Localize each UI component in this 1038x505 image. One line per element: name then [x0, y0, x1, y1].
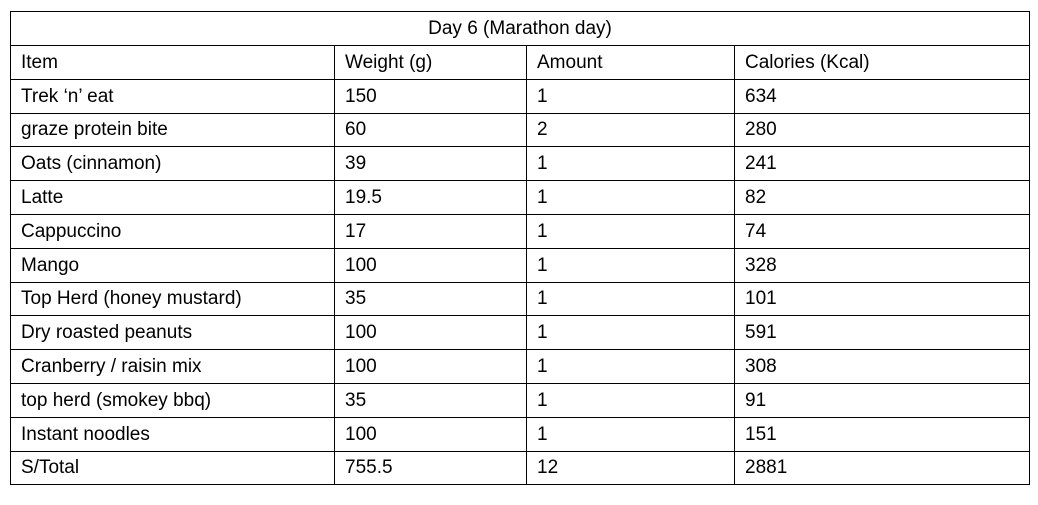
cell-amount: 1 [526, 146, 735, 182]
table-row: Top Herd (honey mustard) 35 1 101 [10, 281, 1030, 317]
cell-item: Top Herd (honey mustard) [10, 281, 335, 317]
cell-weight: 19.5 [334, 180, 527, 215]
table-row: Oats (cinnamon) 39 1 241 [10, 146, 1030, 182]
cell-amount: 2 [526, 112, 735, 148]
cell-calories: 2881 [734, 450, 1030, 486]
table-row: Latte 19.5 1 82 [10, 180, 1030, 215]
cell-item: top herd (smokey bbq) [10, 382, 335, 418]
cell-amount: 1 [526, 213, 735, 249]
cell-weight: 39 [334, 146, 527, 182]
cell-item: Latte [10, 180, 335, 215]
cell-amount: 1 [526, 247, 735, 283]
table-row: Mango 100 1 328 [10, 247, 1030, 283]
cell-item: S/Total [10, 450, 335, 486]
table-row: graze protein bite 60 2 280 [10, 112, 1030, 148]
table-title: Day 6 (Marathon day) [10, 11, 1030, 46]
cell-calories: 101 [734, 281, 1030, 317]
header-calories: Calories (Kcal) [734, 45, 1030, 80]
table-row: Cranberry / raisin mix 100 1 308 [10, 349, 1030, 384]
cell-weight: 755.5 [334, 450, 527, 486]
cell-calories: 74 [734, 213, 1030, 249]
cell-item: Trek ‘n’ eat [10, 78, 335, 114]
cell-weight: 17 [334, 213, 527, 249]
table-row: Cappuccino 17 1 74 [10, 213, 1030, 249]
cell-weight: 35 [334, 281, 527, 317]
table-total-row: S/Total 755.5 12 2881 [10, 450, 1030, 486]
cell-calories: 308 [734, 349, 1030, 384]
cell-calories: 151 [734, 416, 1030, 452]
cell-weight: 100 [334, 315, 527, 351]
cell-calories: 280 [734, 112, 1030, 148]
table-row: Instant noodles 100 1 151 [10, 416, 1030, 452]
cell-calories: 91 [734, 382, 1030, 418]
table-title-row: Day 6 (Marathon day) [10, 11, 1030, 46]
cell-amount: 1 [526, 382, 735, 418]
cell-item: graze protein bite [10, 112, 335, 148]
header-amount: Amount [526, 45, 735, 80]
cell-amount: 1 [526, 349, 735, 384]
cell-calories: 328 [734, 247, 1030, 283]
cell-amount: 1 [526, 281, 735, 317]
header-weight: Weight (g) [334, 45, 527, 80]
cell-item: Cappuccino [10, 213, 335, 249]
cell-weight: 100 [334, 247, 527, 283]
table-row: top herd (smokey bbq) 35 1 91 [10, 382, 1030, 418]
cell-weight: 100 [334, 349, 527, 384]
cell-item: Instant noodles [10, 416, 335, 452]
nutrition-table: Day 6 (Marathon day) Item Weight (g) Amo… [10, 11, 1030, 486]
cell-item: Oats (cinnamon) [10, 146, 335, 182]
header-item: Item [10, 45, 335, 80]
table-row: Dry roasted peanuts 100 1 591 [10, 315, 1030, 351]
cell-calories: 634 [734, 78, 1030, 114]
table-header-row: Item Weight (g) Amount Calories (Kcal) [10, 45, 1030, 80]
cell-calories: 82 [734, 180, 1030, 215]
table-body: Day 6 (Marathon day) Item Weight (g) Amo… [10, 11, 1030, 486]
cell-amount: 1 [526, 416, 735, 452]
cell-amount: 1 [526, 78, 735, 114]
cell-calories: 241 [734, 146, 1030, 182]
cell-item: Dry roasted peanuts [10, 315, 335, 351]
cell-item: Mango [10, 247, 335, 283]
cell-weight: 60 [334, 112, 527, 148]
cell-amount: 1 [526, 315, 735, 351]
cell-amount: 12 [526, 450, 735, 486]
cell-item: Cranberry / raisin mix [10, 349, 335, 384]
cell-weight: 100 [334, 416, 527, 452]
table-row: Trek ‘n’ eat 150 1 634 [10, 78, 1030, 114]
cell-weight: 35 [334, 382, 527, 418]
cell-weight: 150 [334, 78, 527, 114]
cell-amount: 1 [526, 180, 735, 215]
cell-calories: 591 [734, 315, 1030, 351]
